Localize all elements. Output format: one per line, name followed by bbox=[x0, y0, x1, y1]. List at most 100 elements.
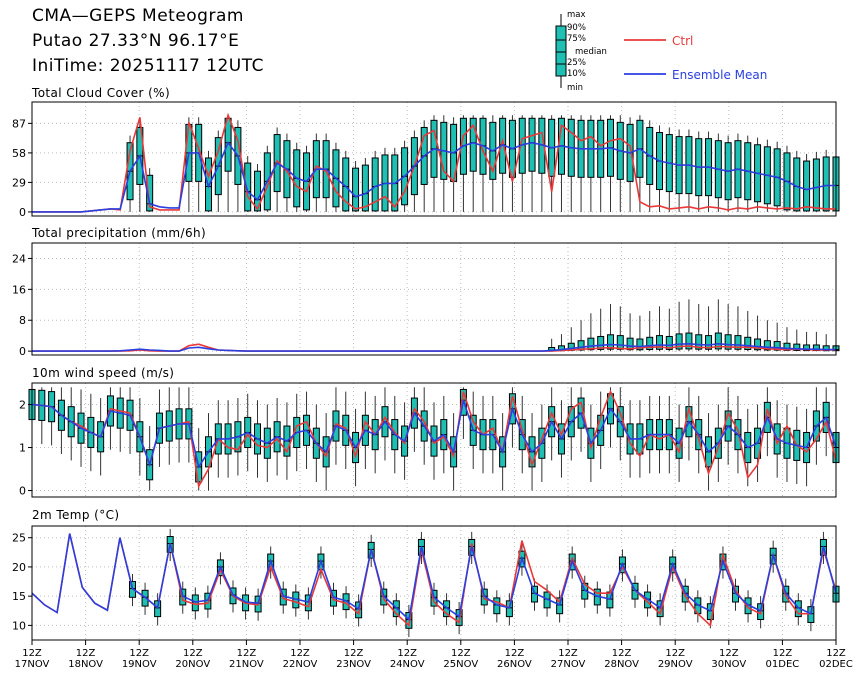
box-iqr bbox=[352, 167, 360, 212]
x-tick-date-label: 19NOV bbox=[122, 659, 157, 670]
legend-box-label: min bbox=[567, 83, 583, 93]
y-tick-label: 10 bbox=[12, 619, 26, 632]
box-iqr bbox=[646, 336, 654, 351]
y-tick-label: 24 bbox=[12, 252, 26, 265]
panel-0: 0 29 58 87 bbox=[12, 101, 840, 219]
y-tick-label: 58 bbox=[12, 147, 26, 160]
y-tick-label: 20 bbox=[12, 561, 26, 574]
panel-2: 0 1 2 bbox=[19, 382, 840, 498]
box-iqr bbox=[685, 332, 693, 350]
legend-box-label: max bbox=[567, 10, 586, 20]
box-iqr bbox=[812, 158, 820, 212]
y-tick-label: 29 bbox=[12, 176, 26, 189]
ctrl-line bbox=[32, 112, 836, 213]
box-iqr bbox=[665, 335, 673, 350]
y-tick-label: 0 bbox=[19, 345, 26, 358]
y-tick-label: 15 bbox=[12, 590, 26, 603]
x-tick-date-label: 26NOV bbox=[497, 659, 532, 670]
box-iqr bbox=[714, 332, 722, 350]
x-tick-date-label: 30NOV bbox=[711, 659, 746, 670]
x-tick-time-label: 12Z bbox=[290, 648, 310, 659]
precip-panel-title: Total precipitation (mm/6h) bbox=[32, 226, 207, 240]
legend-box-label: 75% bbox=[567, 34, 586, 44]
legend-mean-label: Ensemble Mean bbox=[672, 68, 767, 82]
x-tick-time-label: 12Z bbox=[237, 648, 257, 659]
panel-frame bbox=[31, 242, 837, 356]
x-tick-date-label: 22NOV bbox=[283, 659, 318, 670]
x-tick-time-label: 12Z bbox=[397, 648, 417, 659]
box-iqr bbox=[754, 338, 762, 351]
box-iqr bbox=[724, 334, 732, 350]
x-tick-date-label: 27NOV bbox=[551, 659, 586, 670]
x-tick-time-label: 12Z bbox=[505, 648, 525, 659]
y-tick-label: 8 bbox=[19, 314, 26, 327]
station-location: Putao 27.33°N 96.17°E bbox=[32, 31, 240, 51]
x-tick-date-label: 17NOV bbox=[15, 659, 50, 670]
x-tick-time-label: 12Z bbox=[344, 648, 364, 659]
box-iqr bbox=[695, 334, 703, 350]
wind-panel-title: 10m wind speed (m/s) bbox=[32, 366, 175, 380]
panel-frame bbox=[31, 525, 837, 641]
box-iqr bbox=[793, 343, 801, 351]
ensemble-mean-line bbox=[31, 533, 837, 622]
x-axis: 12Z17NOV12Z18NOV12Z19NOV12Z20NOV12Z21NOV… bbox=[15, 640, 853, 670]
meteogram-title: CMA—GEPS Meteogram bbox=[32, 6, 244, 26]
x-tick-date-label: 20NOV bbox=[175, 659, 210, 670]
x-tick-date-label: 01DEC bbox=[766, 659, 800, 670]
box-iqr bbox=[606, 334, 614, 350]
box-iqr bbox=[744, 336, 752, 351]
box-iqr bbox=[656, 335, 664, 350]
panel-frame bbox=[31, 101, 837, 217]
x-tick-time-label: 12Z bbox=[612, 648, 632, 659]
x-tick-time-label: 12Z bbox=[76, 648, 96, 659]
box-iqr bbox=[361, 164, 369, 212]
box-iqr bbox=[371, 157, 379, 212]
legend-box-label: 90% bbox=[567, 23, 586, 33]
box-iqr bbox=[528, 117, 536, 172]
x-tick-time-label: 12Z bbox=[719, 648, 739, 659]
y-tick-label: 25 bbox=[12, 532, 26, 545]
y-tick-label: 16 bbox=[12, 283, 26, 296]
x-tick-date-label: 28NOV bbox=[604, 659, 639, 670]
x-tick-time-label: 12Z bbox=[129, 648, 149, 659]
box-iqr bbox=[675, 333, 683, 350]
legend-box-label: median bbox=[575, 47, 607, 57]
box-iqr bbox=[304, 594, 312, 612]
box-iqr bbox=[587, 337, 595, 351]
box-iqr bbox=[626, 337, 634, 351]
box-iqr bbox=[505, 600, 513, 618]
x-tick-date-label: 02DEC bbox=[819, 659, 853, 670]
box-iqr bbox=[705, 335, 713, 350]
y-tick-label: 2 bbox=[19, 399, 26, 412]
legend-ctrl-label: Ctrl bbox=[672, 34, 693, 48]
x-tick-time-label: 12Z bbox=[665, 648, 685, 659]
ensemble-mean-line bbox=[32, 141, 836, 213]
y-tick-label: 1 bbox=[19, 442, 26, 455]
box-iqr bbox=[763, 340, 771, 351]
box-iqr bbox=[146, 174, 154, 212]
ensemble-mean-line bbox=[31, 399, 837, 469]
box-iqr bbox=[793, 157, 801, 212]
box-iqr bbox=[597, 335, 605, 350]
init-time: IniTime: 20251117 12UTC bbox=[32, 56, 265, 76]
x-tick-date-label: 23NOV bbox=[336, 659, 371, 670]
x-tick-time-label: 12Z bbox=[183, 648, 203, 659]
y-tick-label: 0 bbox=[19, 206, 26, 219]
legend-box-label: 25% bbox=[567, 58, 586, 68]
box-iqr bbox=[822, 156, 830, 212]
y-tick-label: 87 bbox=[12, 117, 26, 130]
x-tick-time-label: 12Z bbox=[826, 648, 846, 659]
ensemble-mean-line bbox=[32, 342, 836, 352]
box-iqr bbox=[734, 335, 742, 350]
box-iqr bbox=[556, 597, 564, 615]
panel-1: 0 8 16 24 bbox=[12, 242, 840, 358]
box-iqr bbox=[469, 117, 477, 172]
x-tick-date-label: 25NOV bbox=[443, 659, 478, 670]
box-iqr bbox=[773, 341, 781, 351]
box-iqr bbox=[803, 160, 811, 212]
box-iqr bbox=[244, 162, 252, 212]
box-iqr bbox=[254, 170, 262, 212]
temp-panel-title: 2m Temp (°C) bbox=[32, 508, 120, 522]
x-tick-date-label: 21NOV bbox=[229, 659, 264, 670]
